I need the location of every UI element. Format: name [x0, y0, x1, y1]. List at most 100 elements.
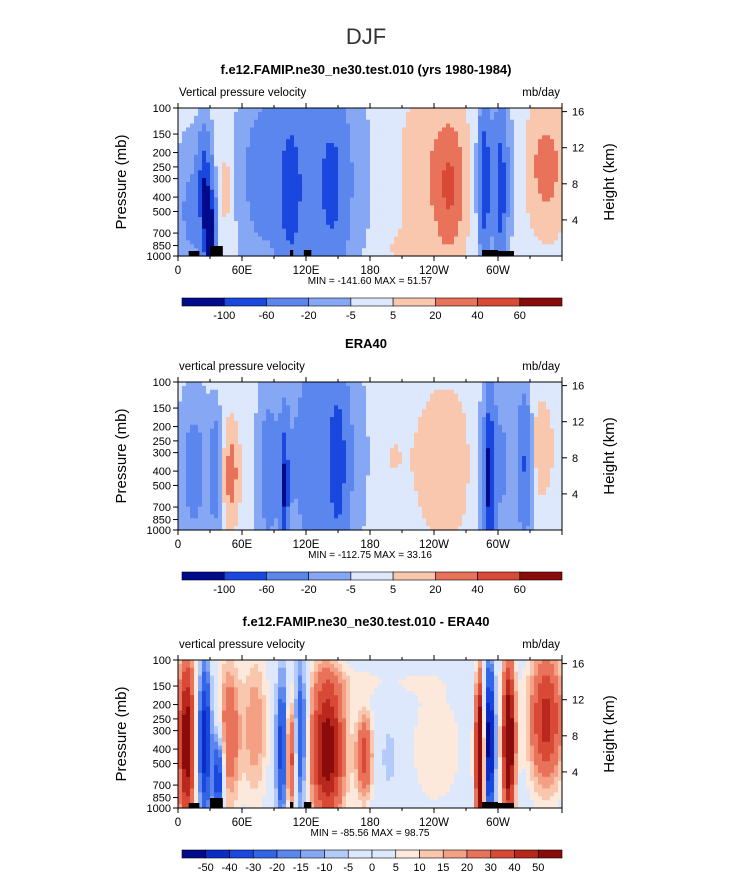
heatmap-cell — [474, 158, 479, 164]
heatmap-cell — [322, 244, 327, 249]
heatmap-cell — [294, 417, 299, 422]
heatmap-cell — [426, 244, 431, 249]
heatmap-cell — [534, 232, 539, 238]
heatmap-cell — [246, 413, 251, 418]
heatmap-cell — [262, 236, 267, 242]
heatmap-cell — [374, 382, 379, 387]
heatmap-cell — [310, 178, 315, 183]
heatmap-cell — [494, 420, 499, 426]
heatmap-cell — [258, 236, 263, 242]
heatmap-cell — [330, 393, 335, 399]
heatmap-cell — [198, 146, 203, 152]
heatmap-cell — [242, 119, 247, 125]
heatmap-cell — [514, 197, 519, 203]
heatmap-cell — [314, 205, 319, 210]
heatmap-cell — [554, 205, 559, 210]
heatmap-cell — [438, 170, 443, 175]
heatmap-cell — [302, 393, 307, 399]
heatmap-cell — [374, 205, 379, 210]
heatmap-cell — [410, 382, 415, 387]
heatmap-cell — [402, 174, 407, 179]
heatmap-cell — [310, 131, 315, 136]
heatmap-cell — [314, 213, 319, 218]
heatmap-cell — [298, 123, 303, 129]
heatmap-cell — [438, 252, 443, 257]
heatmap-cell — [390, 397, 395, 403]
heatmap-cell — [498, 213, 503, 218]
heatmap-cell — [526, 405, 531, 410]
heatmap-cell — [534, 236, 539, 242]
heatmap-cell — [546, 389, 551, 395]
heatmap-cell — [482, 428, 487, 434]
heatmap-cell — [286, 420, 291, 426]
heatmap-cell — [482, 158, 487, 164]
heatmap-cell — [226, 405, 231, 410]
heatmap-cell — [274, 217, 279, 222]
heatmap-cell — [430, 150, 435, 156]
heatmap-cell — [558, 413, 563, 418]
heatmap-cell — [486, 405, 491, 410]
heatmap-cell — [442, 150, 447, 156]
heatmap-cell — [190, 193, 195, 199]
heatmap-cell — [318, 224, 323, 230]
heatmap-cell — [494, 158, 499, 164]
heatmap-cell — [506, 413, 511, 418]
heatmap-cell — [306, 389, 311, 395]
heatmap-cell — [358, 123, 363, 129]
heatmap-cell — [178, 417, 183, 422]
heatmap-cell — [510, 150, 515, 156]
heatmap-cell — [558, 382, 563, 387]
heatmap-cell — [406, 236, 411, 242]
heatmap-cell — [378, 213, 383, 218]
heatmap-cell — [282, 252, 287, 257]
heatmap-cell — [222, 236, 227, 242]
heatmap-cell — [494, 146, 499, 152]
heatmap-cell — [338, 193, 343, 199]
heatmap-cell — [430, 213, 435, 218]
heatmap-cell — [290, 417, 295, 422]
heatmap-cell — [466, 170, 471, 175]
heatmap-cell — [538, 417, 543, 422]
heatmap-cell — [278, 162, 283, 168]
heatmap-cell — [202, 213, 207, 218]
heatmap-cell — [530, 220, 535, 226]
heatmap-cell — [202, 166, 207, 171]
heatmap-cell — [558, 252, 563, 257]
heatmap-cell — [554, 146, 559, 152]
heatmap-cell — [426, 205, 431, 210]
heatmap-cell — [202, 240, 207, 245]
heatmap-cell — [490, 150, 495, 156]
heatmap-cell — [318, 131, 323, 136]
heatmap-cell — [490, 385, 495, 391]
heatmap-cell — [418, 189, 423, 195]
heatmap-cell — [462, 420, 467, 426]
heatmap-cell — [222, 201, 227, 206]
heatmap-cell — [186, 201, 191, 206]
heatmap-cell — [474, 182, 479, 187]
heatmap-cell — [450, 182, 455, 187]
heatmap-cell — [550, 127, 555, 132]
heatmap-cell — [346, 143, 351, 148]
heatmap-cell — [226, 224, 231, 230]
heatmap-cell — [542, 382, 547, 387]
heatmap-cell — [194, 174, 199, 179]
heatmap-cell — [210, 146, 215, 152]
heatmap-cell — [258, 232, 263, 238]
heatmap-cell — [506, 193, 511, 199]
heatmap-cell — [278, 170, 283, 175]
heatmap-cell — [462, 240, 467, 245]
heatmap-cell — [418, 131, 423, 136]
heatmap-cell — [254, 135, 259, 140]
heatmap-cell — [302, 197, 307, 203]
heatmap-cell — [194, 228, 199, 234]
heatmap-cell — [306, 146, 311, 152]
heatmap-cell — [182, 123, 187, 129]
heatmap-cell — [186, 248, 191, 253]
heatmap-cell — [382, 382, 387, 387]
heatmap-cell — [470, 232, 475, 238]
heatmap-cell — [258, 424, 263, 430]
heatmap-cell — [218, 108, 223, 113]
heatmap-cell — [378, 154, 383, 160]
heatmap-cell — [194, 189, 199, 195]
heatmap-cell — [542, 197, 547, 203]
